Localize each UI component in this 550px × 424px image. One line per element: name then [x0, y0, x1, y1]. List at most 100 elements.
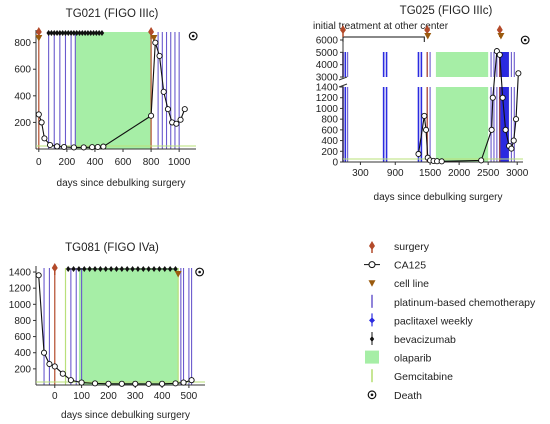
cell-line-triangle — [497, 33, 505, 40]
x-axis-label: days since debulking surgery — [374, 192, 503, 203]
ca125-point — [496, 51, 503, 58]
ca125-point — [35, 272, 42, 279]
legend-label: CA125 — [394, 260, 426, 272]
x-axis-label: days since debulking surgery — [61, 410, 190, 421]
y-tick-label: 600 — [14, 65, 31, 76]
death-dot — [191, 34, 195, 38]
death-dot — [523, 38, 527, 42]
legend-item-paclitaxel: paclitaxel weekly — [369, 313, 474, 327]
legend-label: olaparib — [394, 353, 432, 365]
x-tick-label: 200 — [100, 391, 117, 402]
legend-item-death: Death — [367, 390, 422, 402]
ca125-point — [489, 94, 496, 101]
x-tick-label: 300 — [352, 168, 369, 179]
y-tick-label: 200 — [321, 147, 338, 158]
ca125-point — [89, 144, 96, 151]
chart-subtitle: initial treatment at other center — [313, 21, 449, 32]
ca125-point — [508, 145, 515, 152]
ca125-point — [54, 143, 61, 150]
ca125-point — [35, 111, 42, 118]
ca125-point — [145, 380, 152, 387]
ca125-point — [148, 112, 155, 119]
x-tick-label: 800 — [143, 157, 160, 168]
x-axis-label: days since debulking surgery — [57, 178, 186, 189]
x-tick-label: 900 — [387, 168, 404, 179]
ca125-point — [515, 70, 522, 77]
y-tick-label: 5000 — [316, 48, 339, 59]
bevacizumab-diamond — [369, 336, 375, 342]
ca125-point — [438, 158, 445, 165]
legend-label: Gemcitabine — [394, 371, 453, 383]
y-tick-label: 600 — [14, 332, 31, 343]
ca125-point — [180, 379, 187, 386]
legend-item-gemcitabine: Gemcitabine — [371, 369, 453, 383]
ca125-point — [46, 360, 53, 368]
ca125-point — [61, 143, 68, 151]
death-dot — [370, 393, 374, 397]
ca125-point — [78, 379, 85, 386]
cell-line-triangle — [35, 35, 43, 42]
ca125-point — [164, 106, 171, 113]
legend-item-surgery: surgery — [369, 241, 430, 253]
x-tick-label: 500 — [181, 391, 198, 402]
surgery-diamond — [340, 25, 346, 34]
chart-panel-2: TG025 (FIGO IIIc) initial treatment at ot… — [313, 5, 530, 203]
ca125-point — [100, 143, 107, 150]
ca125-point — [188, 377, 195, 384]
legend-item-bevacizumab: bevacizumab — [369, 332, 456, 346]
ca125-point — [422, 126, 430, 133]
y-tick-label: 800 — [321, 115, 338, 126]
y-tick-label: 1000 — [9, 300, 32, 311]
y-tick-label: 800 — [14, 316, 31, 327]
olaparib-span — [435, 52, 489, 77]
ca125-point — [156, 52, 163, 59]
legend: surgery CA125 cell line platinum-based chem… — [364, 241, 536, 402]
ca125-point — [181, 106, 188, 113]
legend-label: paclitaxel weekly — [394, 315, 474, 327]
y-tick-label: 1400 — [316, 83, 339, 94]
surgery-diamond — [496, 25, 503, 34]
cell-line-triangle — [368, 280, 376, 287]
x-tick-label: 1000 — [168, 157, 191, 168]
olaparib-span — [75, 32, 152, 149]
surgery-diamond — [148, 27, 155, 36]
legend-item-cell_line: cell line — [368, 278, 429, 290]
ca125-point — [51, 363, 58, 370]
ca125-point — [499, 94, 506, 101]
ca125-point — [94, 143, 101, 151]
x-tick-label: 2000 — [448, 168, 471, 179]
y-tick-label: 600 — [321, 125, 338, 136]
ca125-point — [488, 126, 495, 133]
ca125-point — [510, 137, 517, 144]
chart-panel-1: TG021 (FIGO IIIc) days since debulking su… — [14, 8, 198, 189]
x-tick-label: 300 — [127, 391, 144, 402]
legend-label: surgery — [394, 241, 430, 253]
y-tick-label: 200 — [14, 118, 31, 129]
legend-item-olaparib: olaparib — [365, 350, 432, 365]
ca125-point — [38, 119, 45, 126]
y-tick-label: 1000 — [316, 104, 339, 115]
ca125-point — [177, 116, 184, 123]
x-tick-label: 600 — [115, 157, 132, 168]
y-tick-label: 0 — [332, 158, 338, 169]
y-tick-label: 4000 — [316, 60, 339, 71]
surgery-diamond — [35, 27, 42, 36]
chart-title: TG025 (FIGO IIIc) — [400, 5, 493, 17]
legend-label: cell line — [394, 278, 429, 290]
olaparib-span — [435, 87, 489, 162]
cell-line-triangle — [150, 35, 158, 42]
surgery-diamond — [369, 241, 375, 250]
ca125-point — [415, 150, 422, 158]
ca125-point — [41, 135, 48, 142]
ca125-point — [159, 380, 166, 387]
ca125-point — [421, 112, 428, 119]
x-tick-label: 100 — [73, 391, 90, 402]
ca125-point — [160, 88, 167, 95]
death-dot — [198, 270, 201, 274]
chart-panel-3: TG081 (FIGO IVa) days since debulking sur… — [9, 242, 205, 421]
ca125-point — [105, 380, 112, 387]
ca125-point — [478, 157, 485, 164]
x-tick-label: 3000 — [506, 168, 529, 179]
ca125-point — [118, 380, 125, 387]
